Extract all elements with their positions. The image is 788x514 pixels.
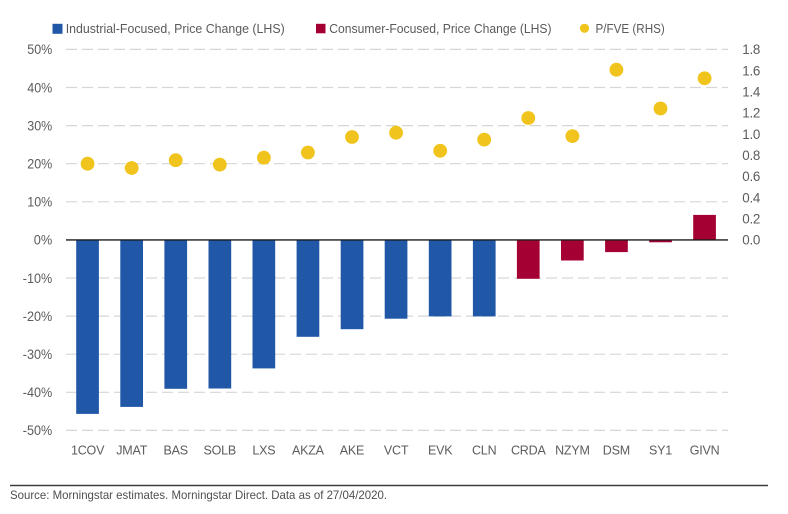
svg-text:1.6: 1.6 bbox=[742, 63, 760, 78]
svg-text:AKE: AKE bbox=[340, 444, 364, 458]
svg-text:30%: 30% bbox=[27, 118, 52, 133]
svg-text:-20%: -20% bbox=[23, 309, 53, 324]
svg-text:-40%: -40% bbox=[23, 385, 53, 400]
svg-text:NZYM: NZYM bbox=[555, 444, 590, 458]
svg-text:40%: 40% bbox=[27, 80, 52, 95]
svg-text:1COV: 1COV bbox=[71, 444, 105, 458]
svg-text:1.2: 1.2 bbox=[742, 106, 760, 121]
svg-text:EVK: EVK bbox=[428, 444, 453, 458]
svg-text:1.4: 1.4 bbox=[742, 84, 761, 99]
svg-text:0.2: 0.2 bbox=[742, 212, 760, 227]
svg-text:GIVN: GIVN bbox=[690, 444, 720, 458]
svg-text:BAS: BAS bbox=[163, 444, 187, 458]
svg-text:Source: Morningstar estimates.: Source: Morningstar estimates. Morningst… bbox=[10, 488, 387, 502]
svg-text:10%: 10% bbox=[27, 195, 52, 210]
svg-text:1.8: 1.8 bbox=[742, 42, 760, 57]
svg-text:0.4: 0.4 bbox=[742, 190, 761, 205]
svg-text:0.6: 0.6 bbox=[742, 169, 760, 184]
svg-text:0.8: 0.8 bbox=[742, 148, 760, 163]
svg-text:CLN: CLN bbox=[472, 444, 497, 458]
svg-text:0%: 0% bbox=[34, 233, 53, 248]
svg-text:VCT: VCT bbox=[384, 444, 409, 458]
svg-text:P/FVE (RHS): P/FVE (RHS) bbox=[596, 21, 665, 36]
svg-text:JMAT: JMAT bbox=[116, 444, 147, 458]
svg-text:-10%: -10% bbox=[23, 271, 53, 286]
svg-text:AKZA: AKZA bbox=[292, 444, 325, 458]
svg-text:1.0: 1.0 bbox=[742, 127, 760, 142]
svg-text:50%: 50% bbox=[27, 42, 52, 57]
svg-text:CRDA: CRDA bbox=[511, 444, 546, 458]
svg-text:SY1: SY1 bbox=[649, 444, 672, 458]
svg-text:20%: 20% bbox=[27, 157, 52, 172]
svg-text:Industrial-Focused, Price Chan: Industrial-Focused, Price Change (LHS) bbox=[66, 21, 285, 36]
svg-text:SOLB: SOLB bbox=[204, 444, 237, 458]
svg-text:-50%: -50% bbox=[23, 423, 53, 438]
svg-text:0.0: 0.0 bbox=[742, 233, 760, 248]
svg-text:DSM: DSM bbox=[603, 444, 630, 458]
svg-text:-30%: -30% bbox=[23, 347, 53, 362]
svg-text:Consumer-Focused, Price Change: Consumer-Focused, Price Change (LHS) bbox=[329, 21, 551, 36]
svg-text:LXS: LXS bbox=[252, 444, 275, 458]
